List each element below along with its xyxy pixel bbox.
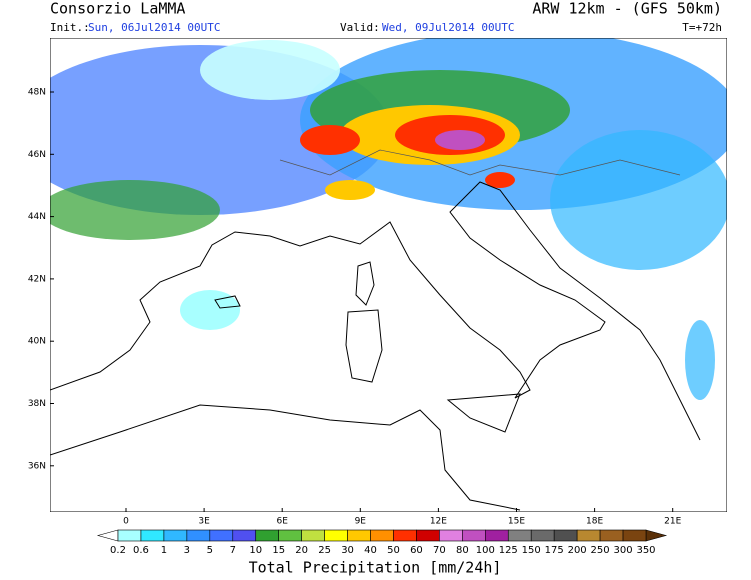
colorbar-label: 15 [272, 545, 285, 556]
lat-label: 48N [28, 88, 46, 98]
colorbar-box [347, 529, 371, 542]
lon-label: 3E [198, 517, 210, 527]
colorbar-label: 30 [341, 545, 354, 556]
lon-label: 9E [355, 517, 367, 527]
init-date: Sun, 06Jul2014 00UTC [88, 21, 220, 34]
colorbar-box [553, 529, 578, 542]
lat-label: 44N [28, 212, 46, 222]
colorbar-box [186, 529, 211, 542]
colorbar-label: 150 [522, 545, 541, 556]
colorbar-box [301, 529, 325, 542]
colorbar-label: 3 [184, 545, 190, 556]
colorbar-box [232, 529, 257, 542]
colorbar-box [462, 529, 486, 542]
colorbar-label: 250 [591, 545, 610, 556]
colorbar-box [209, 529, 234, 542]
lon-label: 15E [508, 517, 525, 527]
colorbar-label: 300 [613, 545, 632, 556]
colorbar-title: Total Precipitation [mm/24h] [249, 559, 502, 577]
lon-label: 0 [123, 517, 129, 527]
lat-label: 36N [28, 461, 46, 471]
lon-label: 12E [430, 517, 447, 527]
colorbar-box [576, 529, 601, 542]
colorbar-label: 10 [249, 545, 262, 556]
colorbar-under [96, 529, 119, 542]
colorbar-label: 175 [545, 545, 564, 556]
colorbar-box [393, 529, 417, 542]
lat-label: 46N [28, 150, 46, 160]
lon-label: 18E [586, 517, 603, 527]
colorbar-box [278, 529, 302, 542]
colorbar-box [163, 529, 188, 542]
colorbar-label: 20 [295, 545, 308, 556]
init-label: Init.: [50, 21, 90, 34]
colorbar-label: 0.6 [133, 545, 149, 556]
colorbar-label: 5 [207, 545, 213, 556]
lat-label: 42N [28, 274, 46, 284]
valid-date: Wed, 09Jul2014 00UTC [382, 21, 514, 34]
colorbar-box [507, 529, 532, 542]
lat-label: 38N [28, 399, 46, 409]
lon-label: 6E [276, 517, 288, 527]
colorbar-box [485, 529, 509, 542]
colorbar-label: 100 [476, 545, 495, 556]
colorbar-label: 125 [499, 545, 518, 556]
colorbar-label: 25 [318, 545, 331, 556]
colorbar-box [255, 529, 279, 542]
title: Consorzio LaMMA [50, 0, 185, 18]
colorbar-label: 70 [433, 545, 446, 556]
lead-time: T=+72h [682, 21, 722, 34]
colorbar-box [117, 529, 142, 542]
colorbar-box [439, 529, 463, 542]
colorbar-box [416, 529, 440, 542]
colorbar-box [599, 529, 624, 542]
colorbar-box [622, 529, 647, 542]
lat-label: 40N [28, 337, 46, 347]
colorbar-box [530, 529, 555, 542]
colorbar-label: 40 [364, 545, 377, 556]
colorbar-label: 350 [636, 545, 655, 556]
colorbar-label: 1 [161, 545, 167, 556]
model: ARW 12km - (GFS 50km) [532, 0, 722, 18]
valid-label: Valid: [340, 21, 380, 34]
colorbar-label: 80 [456, 545, 469, 556]
colorbar-label: 0.2 [110, 545, 126, 556]
colorbar-label: 50 [387, 545, 400, 556]
colorbar-box [324, 529, 348, 542]
colorbar-over [645, 529, 668, 542]
colorbar-label: 7 [230, 545, 236, 556]
colorbar-label: 60 [410, 545, 423, 556]
colorbar-label: 200 [568, 545, 587, 556]
map-field [50, 38, 727, 512]
colorbar-box [140, 529, 165, 542]
lon-label: 21E [664, 517, 681, 527]
colorbar-box [370, 529, 394, 542]
